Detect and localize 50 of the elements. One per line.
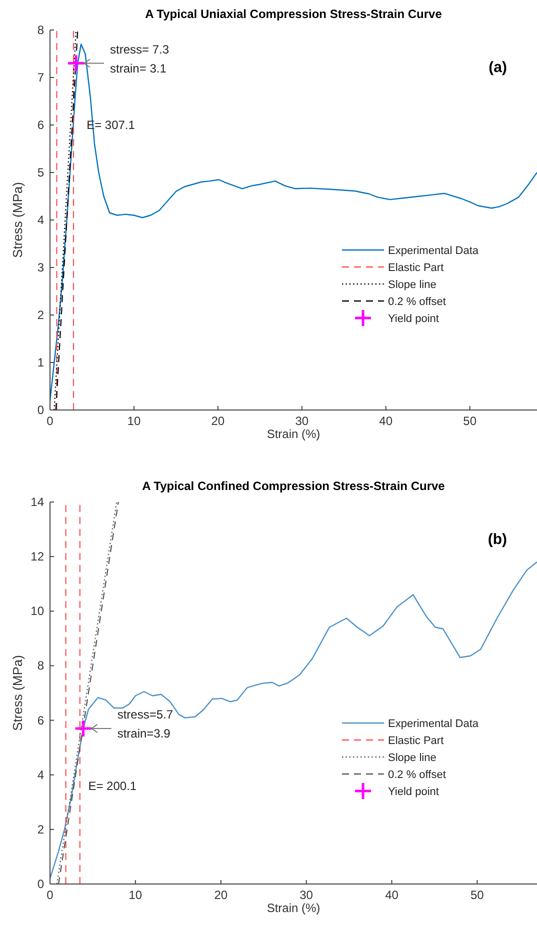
chart-title: A Typical Confined Compression Stress-Strain Curve: [142, 479, 446, 493]
legend-label: Slope line: [388, 752, 436, 764]
y-tick-label: 8: [37, 23, 44, 37]
y-tick-label: 8: [37, 658, 44, 673]
y-tick-label: 4: [37, 768, 44, 782]
x-tick-label: 30: [295, 414, 309, 428]
x-tick-label: 20: [211, 414, 225, 428]
y-tick-label: 6: [37, 118, 44, 132]
x-tick-label: 10: [128, 888, 142, 902]
x-tick-label: 40: [379, 414, 393, 428]
legend-label: Experimental Data: [388, 718, 480, 730]
legend-label: Yield point: [388, 313, 439, 325]
annotation: (b): [488, 531, 507, 548]
y-tick-label: 4: [37, 213, 44, 227]
x-tick-label: 50: [463, 414, 477, 428]
x-axis-title: Strain (%): [266, 427, 320, 441]
x-tick-label: 40: [385, 888, 399, 902]
y-axis-title: Stress (MPa): [10, 655, 25, 731]
y-axis-title: Stress (MPa): [10, 182, 25, 258]
y-tick-label: 5: [37, 166, 44, 180]
annotation: (a): [488, 59, 507, 76]
x-axis-title: Strain (%): [266, 901, 320, 915]
x-tick-label: 30: [300, 888, 314, 902]
annotation: stress=5.7 strain=3.9: [117, 707, 174, 740]
x-tick-label: 10: [127, 414, 141, 428]
legend-label: Experimental Data: [388, 245, 480, 257]
x-tick-label: 0: [46, 414, 54, 428]
x-tick-label: 0: [46, 888, 54, 902]
legend-label: 0.2 % offset: [388, 296, 446, 308]
chart-title: A Typical Uniaxial Compression Stress-Strain Curve: [145, 7, 442, 21]
legend-label: 0.2 % offset: [388, 769, 446, 781]
legend-label: Elastic Part: [388, 262, 444, 274]
y-tick-label: 3: [37, 260, 44, 274]
y-tick-label: 14: [30, 495, 44, 509]
y-tick-label: 0: [37, 877, 44, 891]
y-tick-label: 6: [37, 713, 44, 728]
y-tick-label: 10: [30, 604, 44, 618]
legend-label: Yield point: [388, 786, 439, 798]
y-tick-label: 7: [37, 70, 44, 84]
x-tick-label: 20: [214, 888, 228, 902]
annotation: stress= 7.3 strain= 3.1: [110, 42, 170, 76]
x-tick-label: 50: [470, 888, 484, 902]
y-tick-label: 12: [30, 550, 44, 564]
legend-label: Slope line: [388, 279, 436, 291]
y-tick-label: 2: [37, 822, 44, 836]
annotation: E= 200.1: [88, 778, 137, 793]
y-tick-label: 2: [37, 308, 44, 322]
y-tick-label: 0: [37, 403, 44, 417]
legend-label: Elastic Part: [388, 735, 444, 747]
y-tick-label: 1: [37, 356, 44, 370]
